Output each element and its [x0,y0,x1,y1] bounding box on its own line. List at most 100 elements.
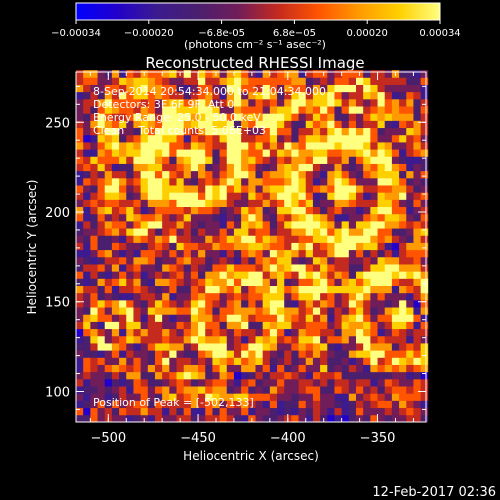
heatmap-cell [104,84,113,93]
heatmap-cell [255,98,264,107]
heatmap-cell [104,371,113,380]
y-tick-label: 150 [45,296,70,311]
heatmap-cell [284,156,292,164]
heatmap-cell [312,335,321,344]
heatmap-cell [190,400,199,409]
colorbar-tick-label: −0.00020 [124,28,174,39]
heatmap-cell [420,185,429,193]
heatmap-cell [291,278,299,286]
heatmap-cell [399,256,407,265]
heatmap-cell [384,414,393,423]
heatmap-cell [198,335,206,344]
heatmap-cell [391,142,400,150]
heatmap-cell [212,156,220,164]
heatmap-cell [348,285,357,294]
heatmap-cell [205,142,213,150]
heatmap-cell [76,177,84,186]
heatmap-cell [162,127,170,136]
heatmap-cell [226,264,235,272]
heatmap-cell [76,199,84,208]
heatmap-cell [341,142,350,150]
heatmap-cell [104,393,113,401]
heatmap-cell [233,192,242,200]
heatmap-cell [291,256,299,265]
heatmap-cell [226,314,235,322]
heatmap-cell [413,285,422,294]
heatmap-cell [241,156,249,164]
heatmap-cell [205,285,213,294]
heatmap-cell [305,299,314,308]
heatmap-cell [327,264,335,272]
heatmap-cell [334,199,343,208]
heatmap-cell [341,314,350,322]
heatmap-cell [327,350,335,358]
heatmap-cell [262,177,271,186]
heatmap-cell [298,163,307,172]
heatmap-cell [241,314,249,322]
heatmap-cell [277,292,285,301]
heatmap-cell [348,228,357,236]
heatmap-cell [90,328,98,337]
heatmap-cell [119,278,127,286]
heatmap-cell [76,393,84,401]
heatmap-cell [162,106,170,114]
heatmap-cell [391,343,400,351]
heatmap-cell [277,249,285,258]
heatmap-cell [169,220,177,229]
heatmap-cell [277,220,285,229]
heatmap-cell [312,371,321,380]
heatmap-cell [226,170,235,179]
heatmap-cell [205,378,213,387]
heatmap-cell [205,357,213,365]
heatmap-cell [406,84,414,93]
heatmap-cell [190,98,199,107]
heatmap-cell [384,378,393,387]
heatmap-cell [212,364,220,373]
heatmap-cell [241,199,249,208]
heatmap-cell [399,98,407,107]
heatmap-cell [162,400,170,409]
heatmap-cell [284,177,292,186]
heatmap-cell [241,400,249,409]
heatmap-cell [363,343,371,351]
heatmap-cell [190,91,199,100]
heatmap-cell [334,242,343,251]
heatmap-cell [169,113,177,121]
heatmap-cell [190,220,199,229]
heatmap-cell [420,414,429,423]
heatmap-cell [248,206,256,215]
heatmap-cell [370,228,378,236]
heatmap-cell [262,264,271,272]
heatmap-cell [90,84,98,93]
heatmap-cell [277,149,285,157]
heatmap-cell [356,256,364,265]
heatmap-cell [356,170,364,179]
heatmap-cell [348,134,357,143]
heatmap-cell [298,378,307,387]
heatmap-cell [140,271,149,279]
heatmap-cell [284,364,292,373]
heatmap-cell [183,292,192,301]
heatmap-cell [363,335,371,344]
heatmap-cell [334,70,343,78]
heatmap-cell [241,134,249,143]
heatmap-cell [384,142,393,150]
heatmap-cell [356,199,364,208]
heatmap-cell [277,335,285,344]
heatmap-cell [233,163,242,172]
heatmap-cell [183,321,192,330]
heatmap-cell [341,127,350,136]
heatmap-cell [377,228,386,236]
heatmap-cell [140,77,149,85]
heatmap-cell [269,91,278,100]
heatmap-cell [377,343,386,351]
heatmap-cell [327,378,335,387]
heatmap-cell [83,414,91,423]
heatmap-cell [298,235,307,243]
overlay-peak-position: Position of Peak = [-502,133] [93,396,254,409]
heatmap-cell [133,185,142,193]
heatmap-cell [162,414,170,423]
heatmap-cell [133,414,142,423]
heatmap-cell [76,314,84,322]
heatmap-cell [147,106,156,114]
